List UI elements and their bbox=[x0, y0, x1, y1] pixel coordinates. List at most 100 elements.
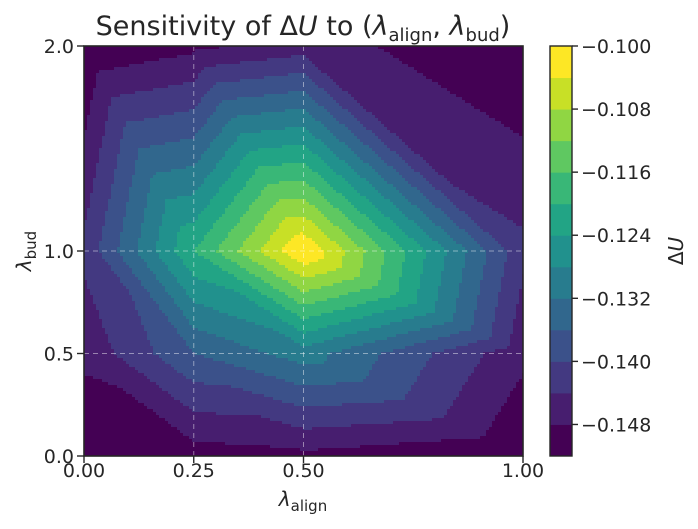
heatmap-cell bbox=[471, 58, 475, 62]
heatmap-cell bbox=[102, 58, 106, 62]
heatmap-cell bbox=[465, 58, 469, 62]
heatmap-cell bbox=[159, 73, 163, 77]
heatmap-cell bbox=[195, 46, 199, 50]
heatmap-cell bbox=[363, 70, 367, 74]
heatmap-cell bbox=[396, 46, 400, 50]
heatmap-cell bbox=[384, 64, 388, 68]
heatmap-cell bbox=[258, 52, 262, 56]
heatmap-cell bbox=[138, 64, 142, 68]
heatmap-cell bbox=[477, 73, 481, 77]
heatmap-cell bbox=[519, 58, 523, 62]
heatmap-cell bbox=[249, 67, 253, 71]
heatmap-cell bbox=[126, 49, 130, 53]
heatmap-cell bbox=[315, 64, 319, 68]
heatmap-cell bbox=[150, 70, 154, 74]
heatmap-cell bbox=[225, 61, 229, 65]
heatmap-cell bbox=[495, 52, 499, 56]
heatmap-cell bbox=[246, 49, 250, 53]
heatmap-cell bbox=[384, 58, 388, 62]
heatmap-cell bbox=[228, 52, 232, 56]
heatmap-cell bbox=[132, 67, 136, 71]
heatmap-cell bbox=[375, 67, 379, 71]
heatmap-cell bbox=[159, 76, 163, 80]
heatmap-cell bbox=[366, 76, 370, 80]
heatmap-cell bbox=[168, 70, 172, 74]
heatmap-cell bbox=[306, 46, 310, 50]
heatmap-cell bbox=[294, 61, 298, 65]
heatmap-cell bbox=[510, 58, 514, 62]
heatmap-cell bbox=[315, 73, 319, 77]
heatmap-cell bbox=[90, 49, 94, 53]
heatmap-cell bbox=[216, 67, 220, 71]
heatmap-cell bbox=[273, 49, 277, 53]
heatmap-cell bbox=[480, 64, 484, 68]
heatmap-cell bbox=[171, 64, 175, 68]
heatmap-cell bbox=[309, 64, 313, 68]
heatmap-cell bbox=[162, 70, 166, 74]
heatmap-cell bbox=[435, 52, 439, 56]
heatmap-cell bbox=[507, 67, 511, 71]
heatmap-cell bbox=[378, 73, 382, 77]
heatmap-cell bbox=[297, 70, 301, 74]
heatmap-cell bbox=[177, 70, 181, 74]
heatmap-cell bbox=[357, 58, 361, 62]
heatmap-cell bbox=[282, 73, 286, 77]
heatmap-cell bbox=[252, 73, 256, 77]
heatmap-cell bbox=[429, 76, 433, 80]
heatmap-cell bbox=[120, 67, 124, 71]
heatmap-cell bbox=[411, 55, 415, 59]
heatmap-cell bbox=[273, 67, 277, 71]
heatmap-cell bbox=[354, 46, 358, 50]
heatmap-cell bbox=[117, 61, 121, 65]
heatmap-cell bbox=[285, 67, 289, 71]
heatmap-cell bbox=[279, 67, 283, 71]
heatmap-cell bbox=[273, 52, 277, 56]
heatmap-cell bbox=[144, 52, 148, 56]
heatmap-cell bbox=[456, 76, 460, 80]
heatmap-cell bbox=[483, 46, 487, 50]
heatmap-cell bbox=[234, 55, 238, 59]
heatmap-cell bbox=[183, 70, 187, 74]
heatmap-cell bbox=[429, 70, 433, 74]
heatmap-cell bbox=[219, 58, 223, 62]
heatmap-cell bbox=[270, 49, 274, 53]
heatmap-cell bbox=[141, 61, 145, 65]
heatmap-cell bbox=[411, 73, 415, 77]
heatmap-cell bbox=[399, 46, 403, 50]
heatmap-cell bbox=[519, 70, 523, 74]
heatmap-cell bbox=[240, 55, 244, 59]
heatmap-cell bbox=[267, 64, 271, 68]
heatmap-cell bbox=[231, 76, 235, 80]
heatmap-cell bbox=[267, 70, 271, 74]
heatmap-cell bbox=[282, 64, 286, 68]
heatmap-cell bbox=[180, 46, 184, 50]
heatmap-cell bbox=[420, 70, 424, 74]
heatmap-cell bbox=[429, 46, 433, 50]
heatmap-cell bbox=[486, 49, 490, 53]
heatmap-cell bbox=[324, 46, 328, 50]
heatmap-cell bbox=[354, 52, 358, 56]
heatmap-cell bbox=[309, 73, 313, 77]
heatmap-cell bbox=[141, 73, 145, 77]
heatmap-cell bbox=[99, 52, 103, 56]
heatmap-cell bbox=[450, 64, 454, 68]
heatmap-cell bbox=[399, 58, 403, 62]
heatmap-cell bbox=[444, 52, 448, 56]
heatmap-cell bbox=[366, 64, 370, 68]
heatmap-cell bbox=[423, 58, 427, 62]
heatmap-cell bbox=[198, 52, 202, 56]
heatmap-cell bbox=[258, 46, 262, 50]
heatmap-cell bbox=[396, 61, 400, 65]
heatmap-cell bbox=[480, 52, 484, 56]
heatmap-cell bbox=[330, 46, 334, 50]
heatmap-cell bbox=[315, 46, 319, 50]
heatmap-cell bbox=[474, 46, 478, 50]
heatmap-cell bbox=[147, 70, 151, 74]
heatmap-cell bbox=[360, 46, 364, 50]
heatmap-cell bbox=[240, 76, 244, 80]
heatmap-cell bbox=[357, 46, 361, 50]
heatmap-cell bbox=[414, 61, 418, 65]
heatmap-cell bbox=[225, 55, 229, 59]
heatmap-cell bbox=[267, 55, 271, 59]
heatmap-cell bbox=[108, 55, 112, 59]
